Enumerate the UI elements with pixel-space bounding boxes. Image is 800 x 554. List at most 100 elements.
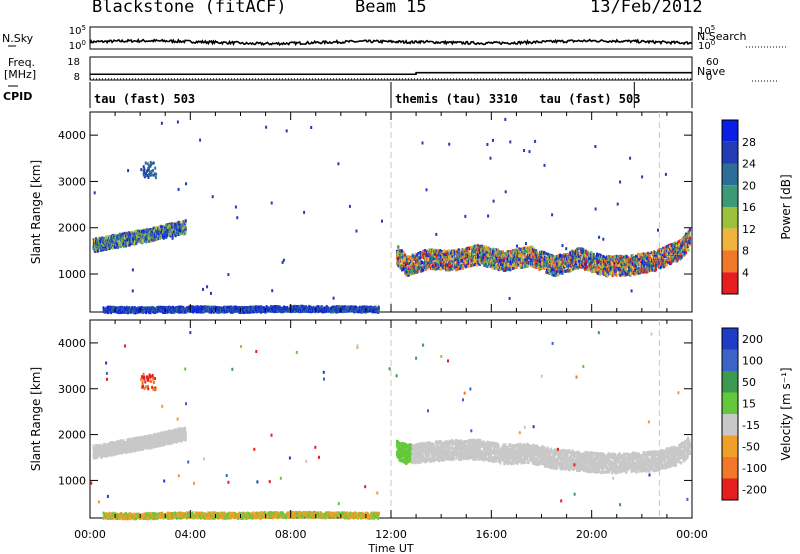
date-title: 13/Feb/2012 xyxy=(590,0,703,17)
data-cell xyxy=(98,236,101,240)
data-cell xyxy=(179,229,182,232)
data-cell xyxy=(488,263,491,267)
data-cell xyxy=(415,259,418,263)
data-cell xyxy=(532,261,535,265)
data-cell xyxy=(443,262,445,266)
data-cell xyxy=(512,262,514,265)
data-cell xyxy=(475,263,478,267)
data-cell xyxy=(471,254,474,258)
data-cell xyxy=(123,241,126,245)
data-cell xyxy=(536,256,539,260)
data-cell xyxy=(402,263,405,267)
data-cell xyxy=(98,249,101,253)
data-cell xyxy=(433,256,435,260)
data-cell xyxy=(496,250,499,254)
data-cell xyxy=(408,258,411,262)
data-cell xyxy=(470,246,473,250)
data-cell xyxy=(416,266,419,270)
data-cell xyxy=(488,264,491,268)
data-cell xyxy=(436,252,439,255)
data-cell xyxy=(174,223,177,227)
data-cell xyxy=(470,261,473,265)
data-cell xyxy=(179,221,182,225)
data-cell xyxy=(432,248,435,252)
data-cell xyxy=(467,246,470,250)
data-cell xyxy=(507,253,509,257)
data-cell xyxy=(514,264,517,268)
data-cell xyxy=(441,253,444,257)
data-cell xyxy=(164,225,167,229)
nsearch-label: N.Search xyxy=(697,30,747,43)
data-cell xyxy=(460,255,463,259)
data-cell xyxy=(499,253,502,257)
data-cell xyxy=(455,254,457,258)
data-cell xyxy=(137,229,139,233)
data-cell xyxy=(561,271,564,275)
data-cell xyxy=(436,259,439,263)
data-cell xyxy=(685,248,688,252)
data-cell xyxy=(151,236,154,240)
data-cell xyxy=(442,264,445,268)
data-cell xyxy=(533,265,536,269)
data-cell xyxy=(95,243,98,247)
data-cell xyxy=(518,248,521,252)
data-cell xyxy=(437,260,440,264)
data-cell xyxy=(434,257,437,261)
data-cell xyxy=(456,263,459,267)
data-cell xyxy=(404,260,407,264)
data-cell xyxy=(401,253,403,256)
data-cell xyxy=(105,235,107,239)
data-cell xyxy=(472,252,475,256)
data-cell xyxy=(445,268,448,272)
data-cell xyxy=(444,260,447,264)
data-cell xyxy=(449,266,452,270)
data-cell xyxy=(498,254,501,258)
data-cell xyxy=(170,232,173,236)
data-cell xyxy=(125,239,128,242)
data-cell xyxy=(182,227,185,231)
data-cell xyxy=(398,256,401,260)
data-cell xyxy=(448,259,451,263)
data-cell xyxy=(462,248,465,252)
data-cell xyxy=(498,251,501,255)
data-cell xyxy=(511,251,514,255)
data-cell xyxy=(411,261,414,265)
cpid-segment-label: tau (fast) 503 xyxy=(539,92,640,106)
data-cell xyxy=(620,255,623,259)
data-cell xyxy=(503,269,506,272)
data-cell xyxy=(498,259,501,263)
data-cell xyxy=(495,263,498,267)
data-cell xyxy=(487,254,490,258)
data-cell xyxy=(407,262,410,266)
data-cell xyxy=(405,273,408,276)
data-cell xyxy=(153,229,156,233)
data-cell xyxy=(180,232,183,235)
data-cell xyxy=(446,268,449,272)
data-cell xyxy=(485,264,488,268)
data-cell xyxy=(138,239,141,243)
data-cell xyxy=(439,254,442,258)
data-cell xyxy=(127,241,130,245)
data-cell xyxy=(397,254,400,257)
data-cell xyxy=(134,229,137,233)
data-cell xyxy=(412,266,415,270)
data-cell xyxy=(500,255,503,259)
data-cell xyxy=(503,258,506,262)
data-cell xyxy=(401,257,403,261)
data-cell xyxy=(444,255,447,259)
data-cell xyxy=(502,263,504,267)
data-cell xyxy=(433,254,436,258)
data-cell xyxy=(498,250,501,253)
data-cell xyxy=(527,246,530,249)
data-cell xyxy=(118,242,121,246)
data-cell xyxy=(497,268,500,272)
data-cell xyxy=(155,226,158,230)
data-cell xyxy=(415,265,418,269)
data-cell xyxy=(538,252,541,256)
data-cell xyxy=(475,248,477,252)
data-cell xyxy=(419,251,422,255)
data-cell xyxy=(410,256,413,260)
data-cell xyxy=(480,248,482,252)
data-cell xyxy=(453,261,456,265)
